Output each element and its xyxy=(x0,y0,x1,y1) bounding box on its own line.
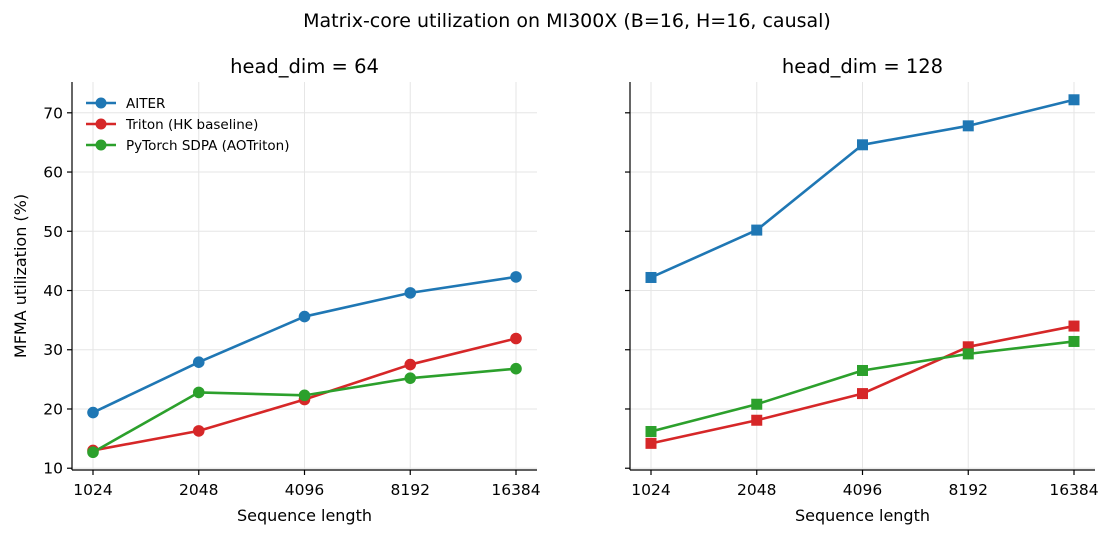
data-point-1-pytorch-sdpa-aotriton-4096 xyxy=(298,389,311,402)
y-tick-label-1-20: 20 xyxy=(43,400,63,418)
data-point-1-aiter-1024 xyxy=(87,406,99,419)
data-point-1-aiter-16384 xyxy=(510,271,522,283)
legend-label-triton-hk-baseline: Triton (HK baseline) xyxy=(125,117,258,133)
x-tick-label-2-16384: 16384 xyxy=(1049,481,1098,499)
x-axis-label-1: Sequence length xyxy=(237,506,372,525)
data-point-1-triton-hk-baseline-16384 xyxy=(510,332,522,345)
panel-2: 1024 2048 4096 8192 16384 head_dim = 128 Seque… xyxy=(625,55,1099,525)
data-point-1-aiter-2048 xyxy=(192,356,205,368)
legend-label-aiter: AITER xyxy=(126,96,165,112)
data-point-2-aiter-8192 xyxy=(962,120,974,132)
legend-marker-aiter xyxy=(95,97,107,109)
x-tick-label-2-2048: 2048 xyxy=(737,481,776,499)
data-point-2-triton-hk-baseline-16384 xyxy=(1068,320,1080,332)
data-point-1-triton-hk-baseline-8192 xyxy=(404,358,417,371)
legend-label-pytorch-sdpa-aotriton: PyTorch SDPA (AOTriton) xyxy=(126,138,289,154)
data-point-2-pytorch-sdpa-aotriton-4096 xyxy=(857,364,868,376)
data-point-2-aiter-4096 xyxy=(857,139,868,151)
data-point-2-pytorch-sdpa-aotriton-8192 xyxy=(962,348,974,360)
data-point-2-triton-hk-baseline-8192 xyxy=(962,341,974,353)
x-tick-label-1-16384: 16384 xyxy=(491,481,540,499)
y-axis-label-1: MFMA utilization (%) xyxy=(11,194,30,358)
y-tick-label-1-70: 70 xyxy=(43,104,63,122)
data-point-1-pytorch-sdpa-aotriton-1024 xyxy=(87,446,99,459)
data-point-2-aiter-16384 xyxy=(1068,94,1080,106)
data-point-1-aiter-4096 xyxy=(298,310,311,323)
data-point-2-triton-hk-baseline-1024 xyxy=(645,437,657,449)
x-axis-label-2: Sequence length xyxy=(795,506,930,525)
data-point-2-pytorch-sdpa-aotriton-16384 xyxy=(1068,335,1080,347)
y-tick-label-1-60: 60 xyxy=(43,164,63,182)
y-tick-label-1-50: 50 xyxy=(43,223,63,241)
data-point-1-pytorch-sdpa-aotriton-2048 xyxy=(192,386,205,399)
x-tick-label-1-4096: 4096 xyxy=(285,481,324,499)
x-tick-label-2-4096: 4096 xyxy=(843,481,882,499)
legend-marker-pytorch-sdpa-aotriton xyxy=(95,139,107,151)
x-tick-label-2-1024: 1024 xyxy=(631,481,670,499)
data-point-2-triton-hk-baseline-2048 xyxy=(751,414,763,426)
data-point-2-pytorch-sdpa-aotriton-1024 xyxy=(645,425,657,437)
x-tick-label-1-1024: 1024 xyxy=(73,481,112,499)
x-tick-label-2-8192: 8192 xyxy=(949,481,988,499)
panel-1: 10 20 30 40 50 60 70 1024 2048 4096 8192 16384 head_… xyxy=(11,55,541,525)
data-point-1-pytorch-sdpa-aotriton-16384 xyxy=(510,362,522,375)
panel-title-2: head_dim = 128 xyxy=(782,55,943,78)
y-tick-label-1-10: 10 xyxy=(43,460,63,478)
data-point-1-triton-hk-baseline-2048 xyxy=(192,425,205,437)
figure-title: Matrix-core utilization on MI300X (B=16,… xyxy=(303,10,831,32)
panel-title-1: head_dim = 64 xyxy=(230,55,379,78)
legend-marker-triton-hk-baseline xyxy=(95,118,107,130)
data-point-2-triton-hk-baseline-4096 xyxy=(857,388,868,400)
y-tick-label-1-40: 40 xyxy=(43,282,63,300)
data-point-1-aiter-8192 xyxy=(404,287,417,299)
data-point-2-aiter-2048 xyxy=(751,224,763,236)
x-tick-label-1-8192: 8192 xyxy=(391,481,430,499)
data-point-1-pytorch-sdpa-aotriton-8192 xyxy=(404,372,417,384)
data-point-2-pytorch-sdpa-aotriton-2048 xyxy=(751,398,763,410)
legend: AITER Triton (HK baseline) PyTorch SDPA (A… xyxy=(86,96,289,154)
data-point-2-aiter-1024 xyxy=(645,271,657,283)
x-tick-label-1-2048: 2048 xyxy=(179,481,218,499)
y-tick-label-1-30: 30 xyxy=(43,341,63,359)
